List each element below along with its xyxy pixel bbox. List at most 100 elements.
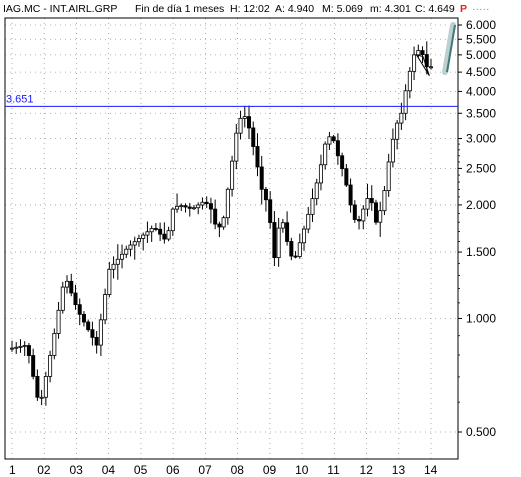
x-axis: 1 02 03 04 05 06 07 08 09 10 11 12 13 14 <box>9 463 438 477</box>
trend-arrow <box>415 22 456 77</box>
candle-body <box>166 230 171 240</box>
candle-body <box>416 50 421 56</box>
candle-body <box>141 234 146 239</box>
x-tick-label: 12 <box>360 463 374 477</box>
x-tick-label: 14 <box>424 463 438 477</box>
candle-body <box>213 208 218 225</box>
candle-body <box>221 217 226 228</box>
candle-body <box>115 258 120 265</box>
candle-body <box>187 206 192 209</box>
candle-body <box>14 346 19 349</box>
pattern-marker <box>415 54 430 77</box>
candle-body <box>132 241 137 246</box>
x-tick-label: 11 <box>327 463 340 477</box>
candle-body <box>145 231 150 236</box>
candle-body <box>242 116 247 119</box>
y-tick-label: 5.500 <box>466 32 496 46</box>
candle-body <box>120 253 125 260</box>
candle-body <box>200 201 205 206</box>
x-tick-label: 08 <box>231 463 245 477</box>
x-tick-label: 13 <box>392 463 406 477</box>
candle-body <box>153 228 158 230</box>
candle-body <box>124 248 129 255</box>
candle-body <box>378 210 383 223</box>
scroll-dots: ····· <box>472 3 490 15</box>
plot-border <box>4 17 459 460</box>
x-tick-label: 10 <box>295 463 309 477</box>
candle-body <box>60 286 65 311</box>
candle-body <box>98 319 103 346</box>
candle-body <box>9 347 14 350</box>
y-tick-label: 3.500 <box>466 106 496 120</box>
candle-body <box>136 238 141 243</box>
x-tick-label: 1 <box>9 463 16 477</box>
trend-arrow-shadow <box>442 22 456 76</box>
candle-body <box>403 90 408 114</box>
high-value: M: 5.069 <box>322 3 363 15</box>
candle-body <box>428 66 433 69</box>
candle-body <box>234 132 239 162</box>
x-tick-label: 04 <box>102 463 116 477</box>
candle-body <box>302 228 307 244</box>
candle-body <box>323 143 328 166</box>
candle-body <box>86 321 91 331</box>
candle-body <box>268 199 273 223</box>
candle-body <box>196 204 201 209</box>
reference-line-group: 3.651 <box>5 93 458 107</box>
candle-body <box>35 375 40 398</box>
candle-body <box>293 255 298 258</box>
time-value: H: 12:02 <box>230 3 270 15</box>
candle-body <box>340 155 345 170</box>
candle-body <box>289 241 294 257</box>
candle-body <box>255 146 260 168</box>
candle-body <box>386 161 391 192</box>
period-label: Fin de día 1 meses <box>135 3 225 15</box>
candle-body <box>18 345 23 348</box>
candle-body <box>103 294 108 321</box>
candle-body <box>81 313 86 323</box>
candle-body <box>217 223 222 228</box>
y-tick-label: 3.000 <box>466 132 496 146</box>
candle-body <box>191 207 196 210</box>
candle-body <box>208 203 213 210</box>
candle-body <box>162 233 167 240</box>
candle-body <box>94 336 99 346</box>
candle-body <box>412 54 417 72</box>
y-tick-label: 0.500 <box>466 425 496 439</box>
x-tick-label: 02 <box>37 463 51 477</box>
candle-body <box>179 205 184 208</box>
candle-body <box>26 345 31 356</box>
y-tick-label: 5.000 <box>466 48 496 62</box>
candle-body <box>285 222 290 242</box>
flag-indicator: P <box>460 3 468 15</box>
x-tick-label: 06 <box>166 463 180 477</box>
candle-body <box>407 70 412 92</box>
y-tick-label: 4.000 <box>466 84 496 98</box>
candle-body <box>65 280 70 288</box>
y-tick-label: 6.000 <box>466 18 496 32</box>
candle-body <box>247 116 252 129</box>
candle-body <box>382 190 387 212</box>
candle-body <box>225 188 230 219</box>
candle-body <box>420 50 425 55</box>
candle-body <box>272 222 277 259</box>
candle-body <box>335 140 340 157</box>
y-tick-label: 2.000 <box>466 198 496 212</box>
candle-body <box>251 127 256 147</box>
candle-body <box>39 396 44 399</box>
candle-body <box>90 329 95 338</box>
candle-body <box>276 227 281 259</box>
candle-body <box>314 182 319 200</box>
x-tick-label: 09 <box>263 463 277 477</box>
candle-body <box>306 213 311 230</box>
candle-body <box>175 205 180 210</box>
candle-body <box>390 138 395 163</box>
candle-body <box>204 201 209 205</box>
x-tick-label: 05 <box>134 463 148 477</box>
chart-header: IAG.MC - INT.AIRL.GRP Fin de día 1 meses… <box>0 0 521 16</box>
candle-body <box>373 202 378 223</box>
y-tick-label: 1.500 <box>466 245 496 259</box>
candle-body <box>111 263 116 270</box>
